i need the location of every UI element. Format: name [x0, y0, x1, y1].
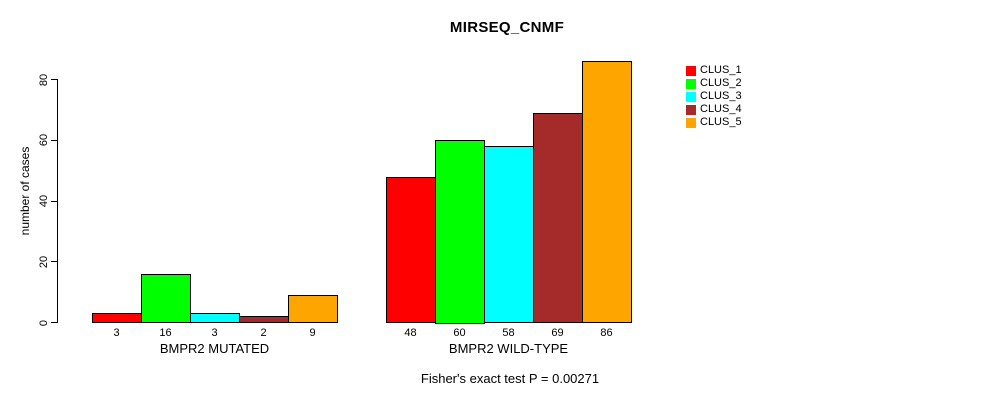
y-axis-tick	[51, 79, 57, 80]
bar-clus_5-group2	[582, 61, 632, 324]
legend-item: CLUS_3	[686, 90, 742, 103]
legend-swatch-clus_4	[686, 104, 696, 115]
y-axis-tick-label: 80	[38, 73, 50, 86]
legend-label: CLUS_3	[700, 90, 742, 102]
group-label-1: BMPR2 MUTATED	[159, 341, 270, 356]
bar-value-label: 86	[600, 327, 613, 339]
legend-item: CLUS_4	[686, 103, 742, 116]
legend-item: CLUS_2	[686, 77, 742, 90]
y-axis-tick-label: 0	[38, 319, 50, 326]
bar-value-label: 16	[159, 327, 172, 339]
bar-value-label: 60	[453, 327, 466, 339]
bar-clus_3-group2	[484, 146, 534, 324]
y-axis-tick	[51, 200, 57, 202]
bar-clus_4-group1	[239, 316, 289, 324]
chart-title: MIRSEQ_CNMF	[449, 19, 565, 36]
y-axis-label: number of cases	[18, 146, 32, 236]
bar-clus_3-group1	[190, 313, 240, 324]
bar-clus_5-group1	[288, 295, 338, 324]
bar-value-label: 69	[551, 327, 564, 339]
bar-value-label: 3	[113, 327, 120, 339]
y-axis-tick	[51, 261, 57, 263]
legend-label: CLUS_1	[700, 64, 742, 76]
legend-item: CLUS_5	[686, 116, 742, 129]
y-axis-tick-label: 60	[38, 134, 50, 147]
bar-clus_2-group2	[435, 140, 485, 324]
bar-value-label: 3	[211, 327, 218, 339]
legend-item: CLUS_1	[686, 64, 742, 77]
bar-clus_2-group1	[141, 273, 191, 324]
bar-clus_1-group1	[92, 313, 142, 324]
y-axis-line	[57, 79, 58, 323]
legend-label: CLUS_2	[700, 77, 742, 89]
legend-swatch-clus_1	[686, 65, 696, 76]
bar-clus_1-group2	[386, 176, 436, 324]
legend-swatch-clus_3	[686, 91, 696, 102]
y-axis-tick	[51, 139, 57, 141]
y-axis-tick-label: 40	[38, 194, 50, 208]
bar-clus_4-group2	[533, 112, 583, 324]
legend-label: CLUS_4	[700, 103, 742, 115]
bar-value-label: 9	[309, 327, 316, 339]
legend-swatch-clus_2	[686, 78, 696, 89]
legend-label: CLUS_5	[700, 116, 742, 128]
bar-value-label: 2	[260, 327, 267, 339]
bar-value-label: 58	[502, 327, 515, 339]
legend: CLUS_1 CLUS_2 CLUS_3 CLUS_4 CLUS_5	[686, 64, 742, 129]
y-axis-tick-label: 20	[38, 255, 50, 268]
group-label-2: BMPR2 WILD-TYPE	[448, 341, 569, 356]
annotation-pvalue: Fisher's exact test P = 0.00271	[420, 371, 600, 386]
legend-swatch-clus_5	[686, 117, 696, 128]
bar-value-label: 48	[404, 327, 417, 339]
y-axis-tick	[51, 322, 57, 323]
